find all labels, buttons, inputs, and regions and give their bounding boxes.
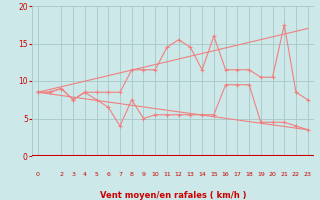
X-axis label: Vent moyen/en rafales ( km/h ): Vent moyen/en rafales ( km/h ) [100,191,246,200]
